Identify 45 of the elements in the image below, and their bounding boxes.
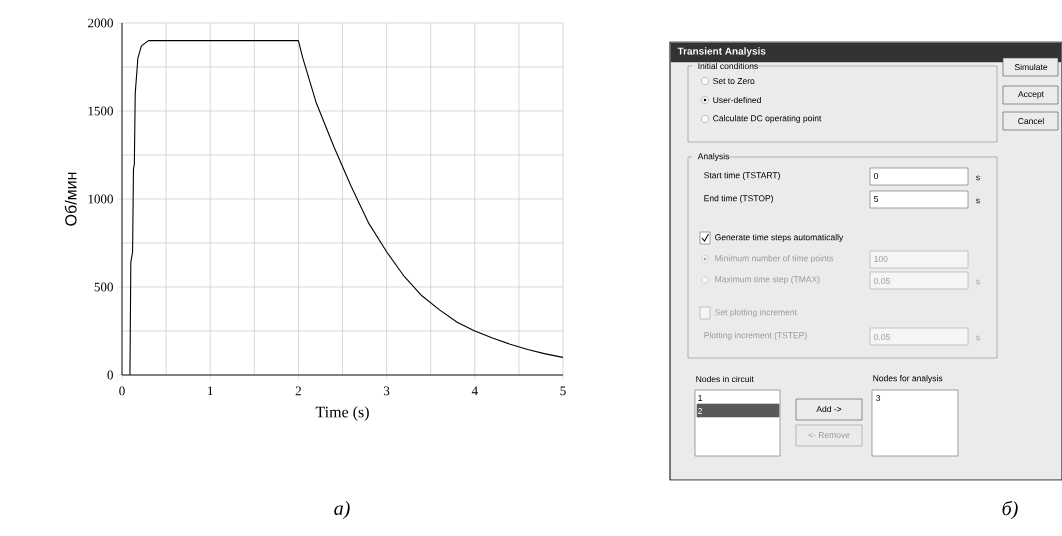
text: 0 bbox=[874, 173, 879, 180]
x-tick-label: 4 bbox=[471, 386, 478, 396]
x-tick-label: 1 bbox=[208, 386, 213, 396]
text: 1 bbox=[698, 395, 703, 401]
text: Initial conditions bbox=[698, 62, 758, 70]
text: Start time (TSTART) bbox=[704, 172, 780, 180]
text: 100 bbox=[874, 256, 888, 263]
text: Plotting increment (TSTEP) bbox=[704, 332, 807, 340]
x-tick-label: 5 bbox=[560, 386, 566, 396]
text: Set plotting increment bbox=[715, 309, 797, 317]
y-tick-label: 1500 bbox=[88, 106, 113, 116]
x-tick-label: 3 bbox=[383, 386, 390, 396]
text: Cancel bbox=[1018, 117, 1044, 125]
text: Calculate DC operating point bbox=[713, 115, 822, 123]
x-tick-label: 0 bbox=[119, 386, 125, 396]
text: User-defined bbox=[713, 96, 761, 104]
text: 0.05 bbox=[874, 278, 890, 285]
text: Analysis bbox=[697, 153, 730, 161]
text: 2 bbox=[698, 408, 703, 414]
text: Add -> bbox=[816, 405, 842, 413]
text: 3 bbox=[876, 395, 881, 402]
text: Generate time steps automatically bbox=[715, 234, 844, 242]
y-tick-label: 2000 bbox=[88, 18, 113, 28]
text: End time (TSTOP) bbox=[704, 195, 773, 203]
text: s bbox=[976, 198, 980, 204]
text: Simulate bbox=[1014, 63, 1048, 71]
text: Set to Zero bbox=[713, 78, 755, 85]
text: Nodes in circuit bbox=[696, 375, 754, 383]
y-tick-label: 0 bbox=[107, 370, 113, 380]
y-tick-label: 1000 bbox=[88, 194, 113, 204]
text: Minimum number of time points bbox=[715, 255, 833, 263]
text: б) bbox=[1002, 500, 1018, 520]
text: s bbox=[976, 175, 980, 181]
text: Maximum time step (TMAX) bbox=[715, 276, 820, 284]
text: <- Remove bbox=[808, 432, 850, 438]
x-tick-label: 2 bbox=[295, 386, 301, 396]
text: 5 bbox=[874, 196, 879, 202]
y-axis-title: Об/мин bbox=[64, 172, 77, 226]
x-axis-title: Time (s) bbox=[315, 406, 369, 421]
text: 0.05 bbox=[874, 334, 890, 341]
text: а) bbox=[334, 500, 350, 520]
text: Accept bbox=[1018, 91, 1044, 99]
text: Transient Analysis bbox=[677, 47, 766, 57]
y-tick-label: 500 bbox=[94, 282, 113, 292]
text: Nodes for analysis bbox=[873, 375, 943, 383]
